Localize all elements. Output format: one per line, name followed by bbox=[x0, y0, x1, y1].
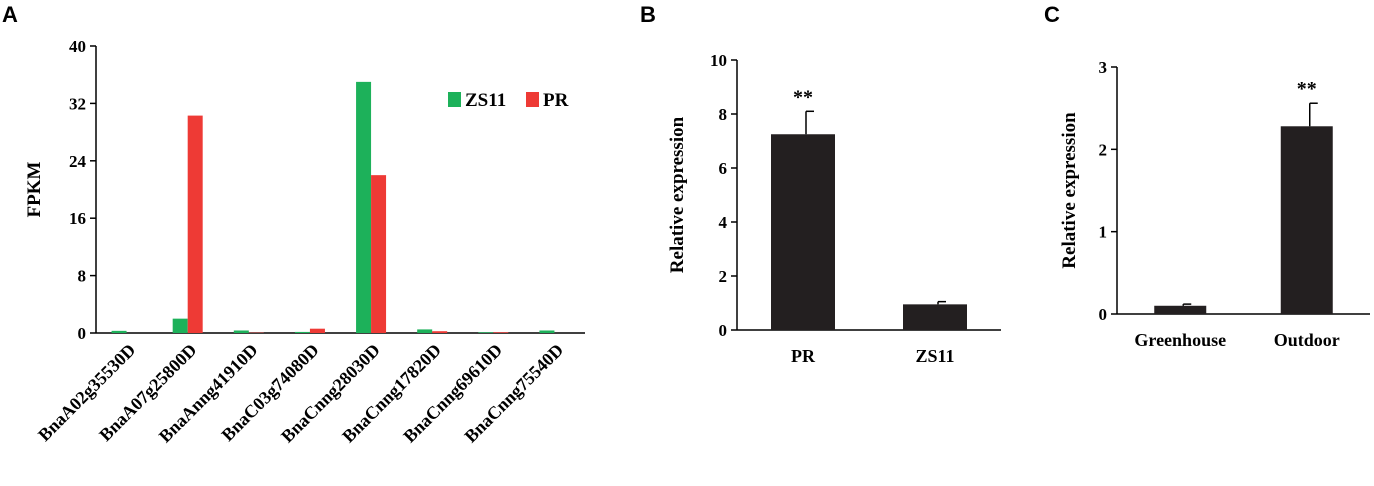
legend-label-zs11: ZS11 bbox=[465, 90, 506, 111]
y-tick-label: 16 bbox=[69, 209, 86, 228]
y-tick-label: 40 bbox=[69, 37, 86, 56]
y-tick-label: 0 bbox=[719, 321, 728, 340]
y-tick-label: 8 bbox=[719, 105, 728, 124]
x-category-label: ZS11 bbox=[915, 346, 954, 366]
bar-zs11 bbox=[294, 331, 310, 333]
y-axis-title: Relative expression bbox=[1059, 112, 1080, 269]
bar-zs11 bbox=[417, 329, 433, 333]
y-tick-label: 6 bbox=[719, 159, 728, 178]
bar-pr bbox=[309, 328, 325, 333]
y-tick-label: 10 bbox=[710, 51, 727, 70]
y-tick-label: 2 bbox=[1099, 140, 1108, 159]
legend-label-pr: PR bbox=[543, 90, 569, 111]
legend-swatch-zs11 bbox=[448, 92, 461, 107]
y-tick-label: 32 bbox=[69, 94, 86, 113]
legend: ZS11 PR bbox=[448, 90, 569, 111]
bar-pr bbox=[371, 175, 387, 333]
bar-zs11 bbox=[111, 330, 127, 333]
y-tick-label: 4 bbox=[719, 213, 728, 232]
y-axis-title: Relative expression bbox=[667, 116, 688, 273]
chart-a: 0816243240FPKMBnaA02g35530DBnaA07g25800D… bbox=[24, 37, 585, 446]
bar bbox=[1154, 305, 1207, 314]
y-tick-label: 2 bbox=[719, 267, 728, 286]
panel-letter-b: B bbox=[640, 2, 656, 27]
y-tick-label: 3 bbox=[1099, 58, 1108, 77]
bar bbox=[903, 304, 967, 330]
chart-b: 0 2 4 6 8 10 Relative expression ** PR ZS11 bbox=[667, 51, 1001, 366]
y-tick-label: 8 bbox=[78, 267, 87, 286]
significance-label: ** bbox=[1297, 78, 1317, 100]
bar-zs11 bbox=[478, 332, 494, 333]
panel-letter-c: C bbox=[1044, 2, 1060, 27]
significance-label: ** bbox=[793, 86, 813, 108]
bar-zs11 bbox=[539, 330, 555, 333]
bar-pr bbox=[187, 115, 203, 333]
panel-letter-a: A bbox=[2, 2, 18, 27]
y-tick-label: 24 bbox=[69, 152, 87, 171]
bar-zs11 bbox=[172, 318, 188, 333]
y-tick-label: 0 bbox=[78, 324, 87, 343]
x-category-label: PR bbox=[791, 346, 816, 366]
x-category-label: Greenhouse bbox=[1134, 330, 1226, 350]
y-axis-title: FPKM bbox=[24, 161, 45, 217]
bar bbox=[771, 134, 835, 330]
bar-zs11 bbox=[356, 81, 372, 333]
bar bbox=[1280, 126, 1333, 314]
y-tick-label: 1 bbox=[1099, 223, 1108, 242]
chart-c: 0 1 2 3 Relative expression Greenhouse ** Outdo… bbox=[1059, 58, 1370, 350]
x-category-label: Outdoor bbox=[1274, 330, 1340, 350]
bar-zs11 bbox=[233, 330, 249, 333]
bar-pr bbox=[493, 332, 509, 333]
legend-swatch-pr bbox=[526, 92, 539, 107]
bar-pr bbox=[432, 331, 448, 333]
y-tick-label: 0 bbox=[1099, 305, 1108, 324]
